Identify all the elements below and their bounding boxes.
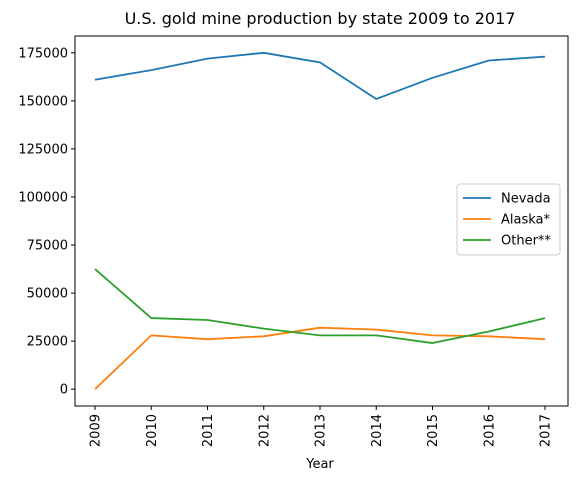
y-tick-label: 150000 xyxy=(18,94,68,109)
series-line-alaska xyxy=(94,326,546,390)
plot-area-frame xyxy=(74,35,569,407)
legend-label-nevada: Nevada xyxy=(501,192,551,207)
legend-box xyxy=(456,183,561,256)
y-tick-label: 75000 xyxy=(27,239,68,254)
x-tick-label: 2015 xyxy=(426,414,441,447)
y-tick-label: 100000 xyxy=(18,190,68,205)
legend-label-alaska: Alaska* xyxy=(501,213,551,228)
x-tick-label: 2016 xyxy=(482,414,497,447)
x-axis-label: Year xyxy=(305,457,334,472)
y-tick-label: 175000 xyxy=(18,46,68,61)
series-line-other xyxy=(94,268,546,344)
x-tick-label: 2017 xyxy=(539,414,554,447)
legend: Nevada Alaska* Other** xyxy=(456,183,561,256)
x-tick-label: 2011 xyxy=(201,414,216,447)
x-tick-label: 2009 xyxy=(89,414,104,447)
legend-label-other: Other** xyxy=(501,234,551,249)
x-tick-label: 2014 xyxy=(370,414,385,447)
series-line-nevada xyxy=(94,51,546,100)
x-tick-label: 2012 xyxy=(257,414,272,447)
x-axis: 2009 2010 2011 2012 2013 2014 2015 2016 2017 xyxy=(89,406,554,447)
y-tick-label: 50000 xyxy=(27,287,68,302)
chart-title: U.S. gold mine production by state 2009 … xyxy=(125,9,516,28)
x-tick-label: 2010 xyxy=(145,414,160,447)
y-axis: 0 25000 50000 75000 100000 125000 150000 175000 xyxy=(18,46,75,398)
y-tick-label: 0 xyxy=(60,383,68,398)
y-tick-label: 125000 xyxy=(18,142,68,157)
y-tick-label: 25000 xyxy=(27,335,68,350)
series-lines xyxy=(94,51,546,390)
x-tick-label: 2013 xyxy=(314,414,329,447)
